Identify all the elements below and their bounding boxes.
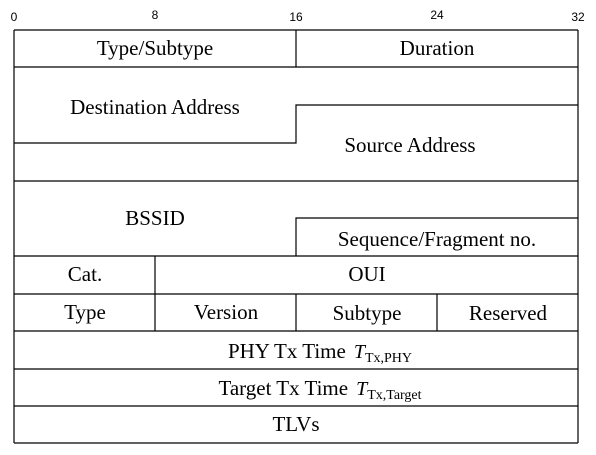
field-reserved: Reserved: [469, 301, 548, 325]
target-tx-time-subscript: Tx,Target: [367, 388, 421, 403]
phy-tx-time-subscript: Tx,PHY: [365, 351, 412, 366]
field-oui: OUI: [348, 262, 385, 286]
field-phy-tx-time: PHY Tx Time TTx,PHY: [228, 339, 412, 366]
field-cat: Cat.: [68, 262, 102, 286]
field-type: Type: [64, 300, 106, 324]
field-destination-address: Destination Address: [70, 95, 240, 119]
field-version: Version: [194, 300, 259, 324]
field-duration: Duration: [400, 36, 475, 60]
rule-dest-src-step: [14, 104, 578, 144]
field-type-subtype: Type/Subtype: [97, 36, 213, 60]
rule-seq-box: [295, 217, 578, 256]
target-tx-time-label: Target Tx Time: [218, 376, 348, 400]
bit-label-24: 24: [430, 8, 444, 22]
field-subtype: Subtype: [333, 301, 402, 325]
bit-label-8: 8: [152, 8, 159, 22]
phy-tx-time-symbol: T: [354, 341, 367, 363]
phy-tx-time-label: PHY Tx Time: [228, 339, 346, 363]
field-sequence-fragment: Sequence/Fragment no.: [338, 227, 536, 251]
field-target-tx-time: Target Tx Time TTx,Target: [218, 376, 421, 403]
bit-label-0: 0: [11, 10, 18, 24]
field-bssid: BSSID: [125, 206, 185, 230]
bit-label-16: 16: [289, 10, 303, 24]
target-tx-time-symbol: T: [356, 378, 369, 400]
field-source-address: Source Address: [344, 133, 475, 157]
field-tlvs: TLVs: [272, 412, 319, 436]
bit-label-32: 32: [571, 10, 585, 24]
